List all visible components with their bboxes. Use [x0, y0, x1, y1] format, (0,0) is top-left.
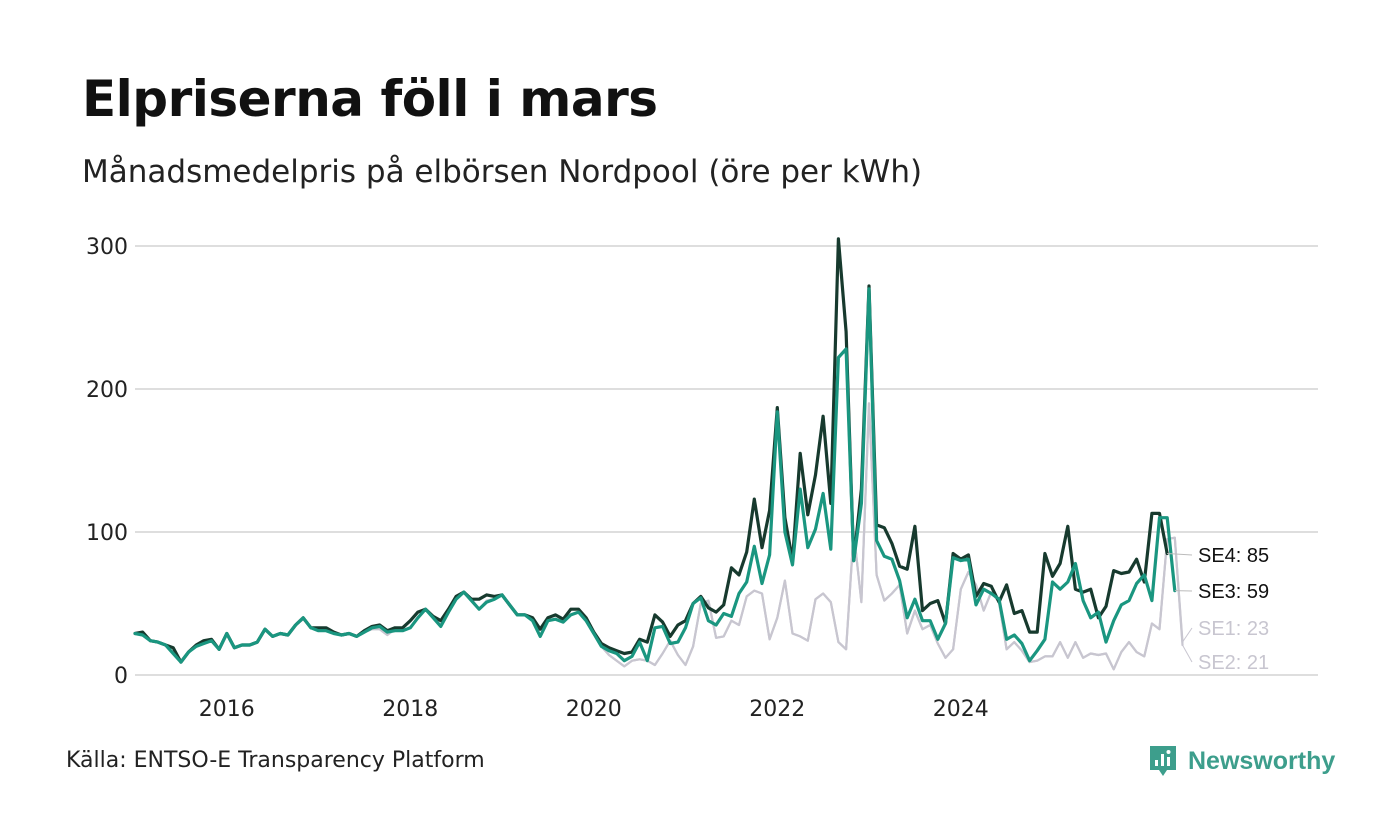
x-tick-label: 2022 — [749, 697, 805, 722]
y-tick-label: 200 — [86, 378, 128, 403]
series-line-se3 — [133, 287, 1177, 664]
end-label-se1: SE1: 23 — [1198, 618, 1269, 640]
series-lines — [133, 237, 1184, 671]
newsworthy-logo-icon — [1150, 746, 1176, 776]
end-labels: SE1: 23 SE2: 21 SE4: 85 SE3: 59 — [1167, 545, 1269, 674]
y-axis-ticks: 0 100 200 300 — [86, 235, 128, 689]
end-label-se2: SE2: 21 — [1198, 652, 1269, 674]
leader-line-se2 — [1182, 644, 1193, 663]
series-line-se4 — [133, 237, 1169, 664]
y-tick-label: 0 — [114, 664, 128, 689]
leader-line-se1 — [1182, 627, 1193, 643]
chart-title: Elpriserna föll i mars — [82, 70, 658, 128]
x-tick-label: 2016 — [199, 697, 255, 722]
x-axis-ticks: 2016 2018 2020 2022 2024 — [199, 697, 989, 722]
x-tick-label: 2020 — [566, 697, 622, 722]
chart-subtitle: Månadsmedelpris på elbörsen Nordpool (ör… — [82, 154, 923, 190]
brand-logo: Newsworthy — [1148, 744, 1335, 778]
end-label-se3: SE3: 59 — [1198, 581, 1269, 603]
grid-lines — [135, 245, 1318, 676]
x-tick-label: 2024 — [933, 697, 989, 722]
end-label-se4: SE4: 85 — [1198, 545, 1269, 567]
y-tick-label: 300 — [86, 235, 128, 260]
leader-line-se4 — [1167, 552, 1193, 556]
brand-name: Newsworthy — [1188, 746, 1336, 775]
source-note: Källa: ENTSO-E Transparency Platform — [66, 748, 485, 773]
y-tick-label: 100 — [86, 521, 128, 546]
x-tick-label: 2018 — [382, 697, 438, 722]
